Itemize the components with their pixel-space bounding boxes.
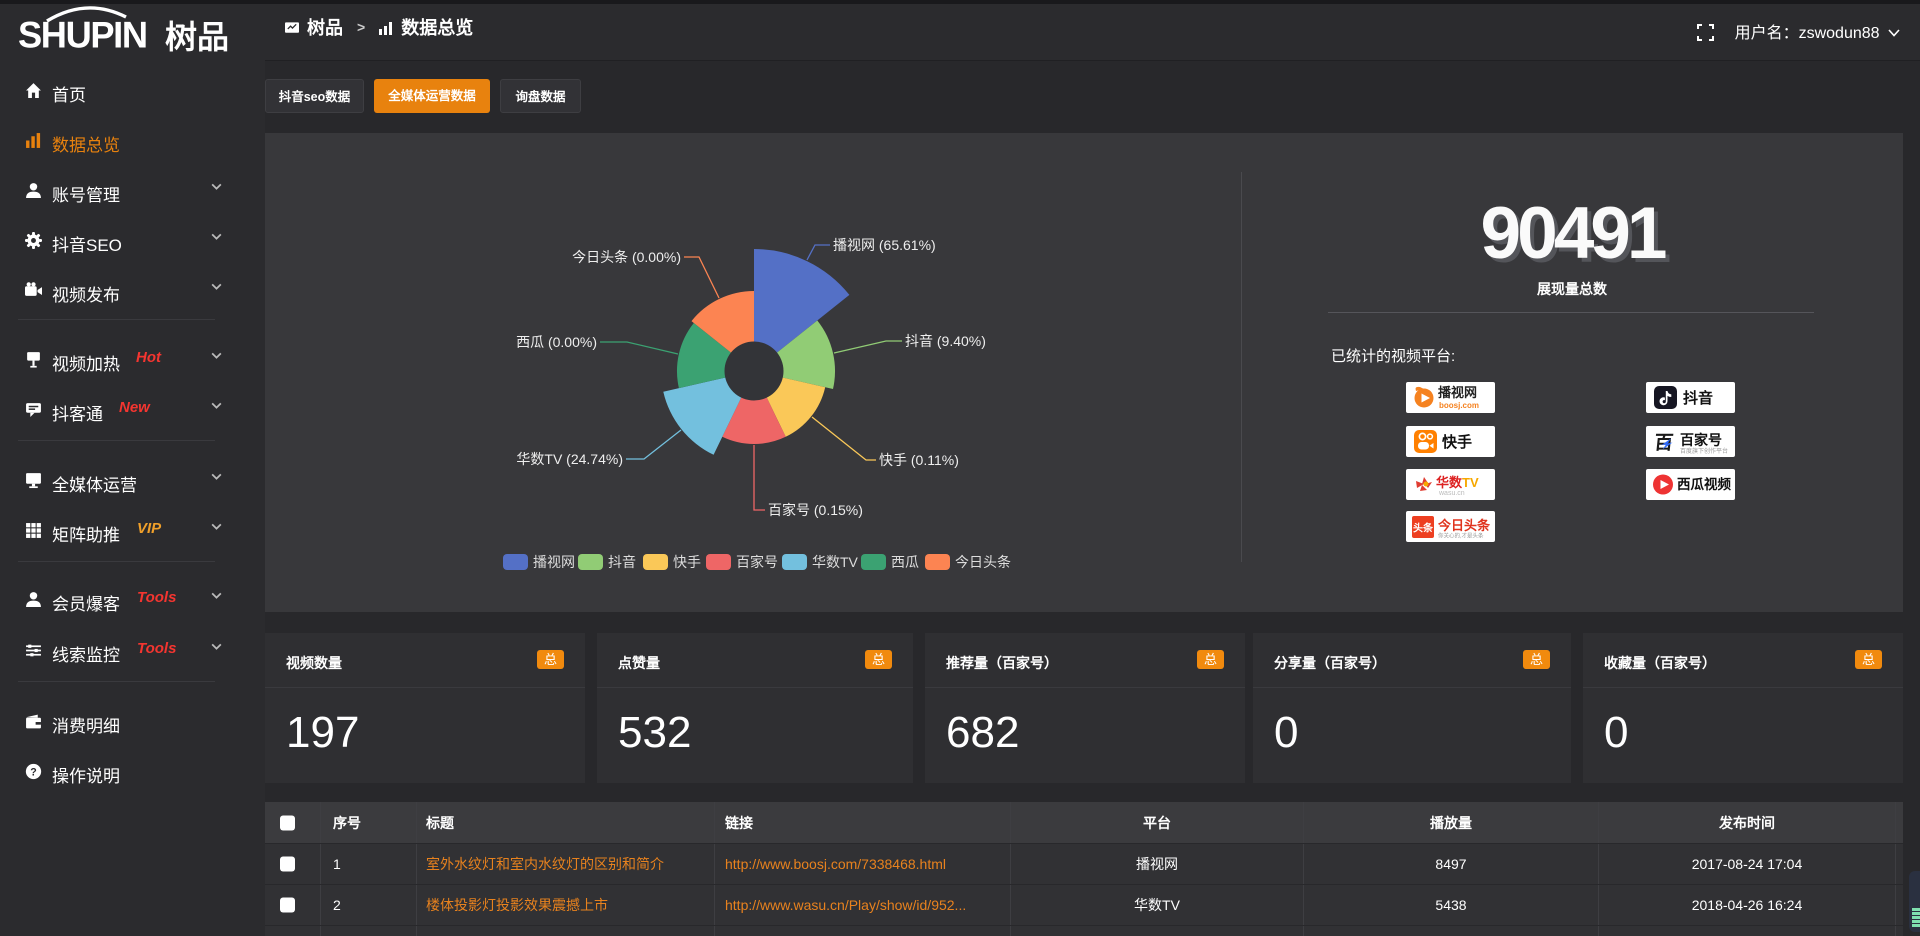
svg-text:播视网 (65.61%): 播视网 (65.61%)	[833, 237, 936, 253]
svg-text:百家号: 百家号	[736, 554, 778, 570]
svg-text:抖音: 抖音	[1683, 389, 1713, 407]
svg-text:?: ?	[30, 766, 36, 778]
svg-text:西瓜 (0.00%): 西瓜 (0.00%)	[516, 334, 597, 350]
svg-text:西瓜: 西瓜	[891, 554, 919, 570]
svg-text:你关心的,才是头条: 你关心的,才是头条	[1438, 532, 1484, 540]
svg-text:华数TV (24.74%): 华数TV (24.74%)	[516, 451, 623, 467]
svg-text:华数TV: 华数TV	[1436, 475, 1479, 490]
svg-text:百度旗下创作平台: 百度旗下创作平台	[1680, 447, 1728, 455]
svg-text:百: 百	[1653, 433, 1674, 454]
svg-text:抖音: 抖音	[608, 554, 636, 570]
svg-text:今日头条 (0.00%): 今日头条 (0.00%)	[572, 249, 681, 265]
svg-text:快手: 快手	[1442, 433, 1472, 451]
svg-text:西瓜视频: 西瓜视频	[1677, 476, 1731, 492]
svg-text:今日头条: 今日头条	[955, 554, 1011, 570]
svg-text:快手: 快手	[673, 554, 701, 570]
svg-text:头条: 头条	[1413, 522, 1434, 535]
svg-text:播视网: 播视网	[533, 554, 575, 570]
svg-text:今日头条: 今日头条	[1437, 518, 1491, 533]
svg-text:树品: 树品	[165, 19, 229, 55]
svg-text:百家号: 百家号	[1680, 432, 1722, 448]
svg-text:华数TV: 华数TV	[812, 554, 859, 570]
svg-text:播视网: 播视网	[1438, 385, 1477, 400]
svg-text:百家号 (0.15%): 百家号 (0.15%)	[768, 502, 863, 518]
svg-text:抖音 (9.40%): 抖音 (9.40%)	[905, 333, 986, 349]
svg-text:boosj.com: boosj.com	[1439, 401, 1479, 410]
svg-text:快手 (0.11%): 快手 (0.11%)	[879, 452, 959, 468]
svg-text:wasu.cn: wasu.cn	[1438, 490, 1465, 497]
svg-text:SHUPIN: SHUPIN	[18, 14, 147, 55]
